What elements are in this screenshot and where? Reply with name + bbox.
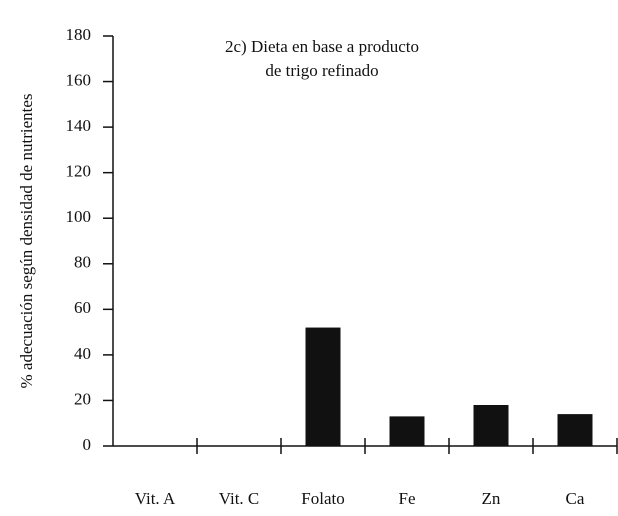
bar bbox=[473, 405, 509, 446]
y-tick-label: 100 bbox=[66, 207, 92, 226]
chart-title: de trigo refinado bbox=[265, 61, 378, 80]
y-tick-label: 160 bbox=[66, 70, 92, 89]
y-tick-label: 40 bbox=[74, 344, 91, 363]
bar bbox=[389, 416, 425, 446]
x-tick-label: Vit. A bbox=[135, 489, 176, 508]
x-tick-label: Folato bbox=[301, 489, 344, 508]
x-tick-label: Zn bbox=[482, 489, 501, 508]
y-tick-label: 20 bbox=[74, 389, 91, 408]
y-tick-label: 180 bbox=[66, 25, 92, 44]
y-tick-label: 80 bbox=[74, 253, 91, 272]
y-tick-label: 60 bbox=[74, 298, 91, 317]
bar bbox=[557, 414, 593, 446]
y-tick-label: 0 bbox=[83, 435, 92, 454]
y-tick-label: 140 bbox=[66, 116, 92, 135]
x-tick-label: Vit. C bbox=[219, 489, 260, 508]
y-axis-label: % adecuación según densidad de nutriente… bbox=[17, 93, 36, 388]
y-tick-label: 120 bbox=[66, 162, 92, 181]
chart-title: 2c) Dieta en base a producto bbox=[225, 37, 419, 56]
x-tick-label: Ca bbox=[566, 489, 585, 508]
x-tick-label: Fe bbox=[399, 489, 416, 508]
bar bbox=[305, 327, 341, 446]
